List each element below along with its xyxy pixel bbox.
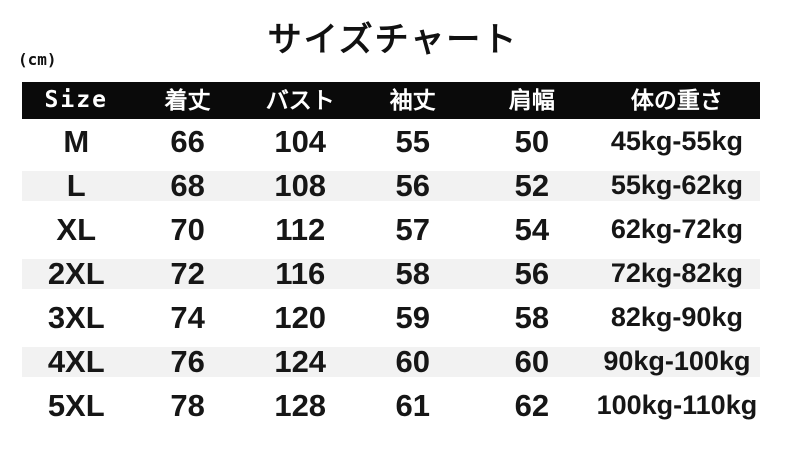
bust-cell: 108 <box>274 167 327 203</box>
size-cell: XL <box>56 211 97 247</box>
weight-cell: 100kg-110kg <box>596 389 758 420</box>
sleeve-cell: 60 <box>395 343 430 379</box>
bust-cell: 120 <box>274 299 327 335</box>
size-cell: 5XL <box>47 387 105 423</box>
length-cell: 66 <box>170 123 205 159</box>
bust-cell: 116 <box>275 255 326 291</box>
page-title: サイズチャート <box>267 21 519 59</box>
size-cell: 3XL <box>47 299 105 335</box>
table-row: M 66 104 55 50 45kg-55kg <box>22 119 760 163</box>
size-chart-table: Size 着丈 バスト 袖丈 肩幅 体の重さ M 66 104 55 50 45… <box>22 82 760 427</box>
shoulder-cell: 50 <box>514 123 550 159</box>
table-row: 3XL 74 120 59 58 82kg-90kg <box>22 295 760 339</box>
shoulder-cell: 62 <box>514 387 550 423</box>
header-sleeve: 袖丈 <box>389 87 436 113</box>
length-cell: 78 <box>170 387 205 423</box>
shoulder-cell: 54 <box>514 211 550 247</box>
sleeve-cell: 59 <box>395 299 430 335</box>
sleeve-cell: 55 <box>395 123 430 159</box>
size-cell: 4XL <box>47 343 105 379</box>
weight-cell: 62kg-72kg <box>610 213 743 244</box>
table-row: 5XL 78 128 61 62 100kg-110kg <box>22 383 760 427</box>
sleeve-cell: 58 <box>395 255 430 291</box>
length-cell: 72 <box>170 255 205 291</box>
shoulder-cell: 56 <box>514 255 550 291</box>
weight-cell: 72kg-82kg <box>610 257 743 288</box>
weight-cell: 82kg-90kg <box>610 301 743 332</box>
weight-cell: 55kg-62kg <box>610 169 743 200</box>
table-row: XL 70 112 57 54 62kg-72kg <box>22 207 760 251</box>
unit-label: (cm) <box>18 50 57 69</box>
table-row: 2XL 72 116 58 56 72kg-82kg <box>22 251 760 295</box>
shoulder-cell: 58 <box>514 299 550 335</box>
shoulder-cell: 60 <box>514 343 550 379</box>
header-length: 着丈 <box>164 87 211 113</box>
table-row: L 68 108 56 52 55kg-62kg <box>22 163 760 207</box>
length-cell: 74 <box>170 299 205 335</box>
bust-cell: 128 <box>274 387 327 423</box>
size-cell: M <box>63 123 90 159</box>
header-weight: 体の重さ <box>630 87 723 113</box>
size-cell: L <box>66 167 86 203</box>
bust-cell: 104 <box>274 123 327 159</box>
length-cell: 76 <box>170 343 205 379</box>
sleeve-cell: 56 <box>395 167 430 203</box>
header-size: Size <box>44 87 108 113</box>
sleeve-cell: 57 <box>395 211 430 247</box>
weight-cell: 90kg-100kg <box>603 345 751 376</box>
header-shoulder: 肩幅 <box>508 87 555 113</box>
table-row: 4XL 76 124 60 60 90kg-100kg <box>22 339 760 383</box>
length-cell: 68 <box>170 167 205 203</box>
size-cell: 2XL <box>47 255 105 291</box>
sleeve-cell: 61 <box>395 387 430 423</box>
bust-cell: 124 <box>274 343 327 379</box>
bust-cell: 112 <box>275 211 326 247</box>
header-bust: バスト <box>265 87 335 113</box>
length-cell: 70 <box>170 211 205 247</box>
shoulder-cell: 52 <box>514 167 550 203</box>
weight-cell: 45kg-55kg <box>610 125 743 156</box>
table-header-row: Size 着丈 バスト 袖丈 肩幅 体の重さ <box>22 82 760 119</box>
